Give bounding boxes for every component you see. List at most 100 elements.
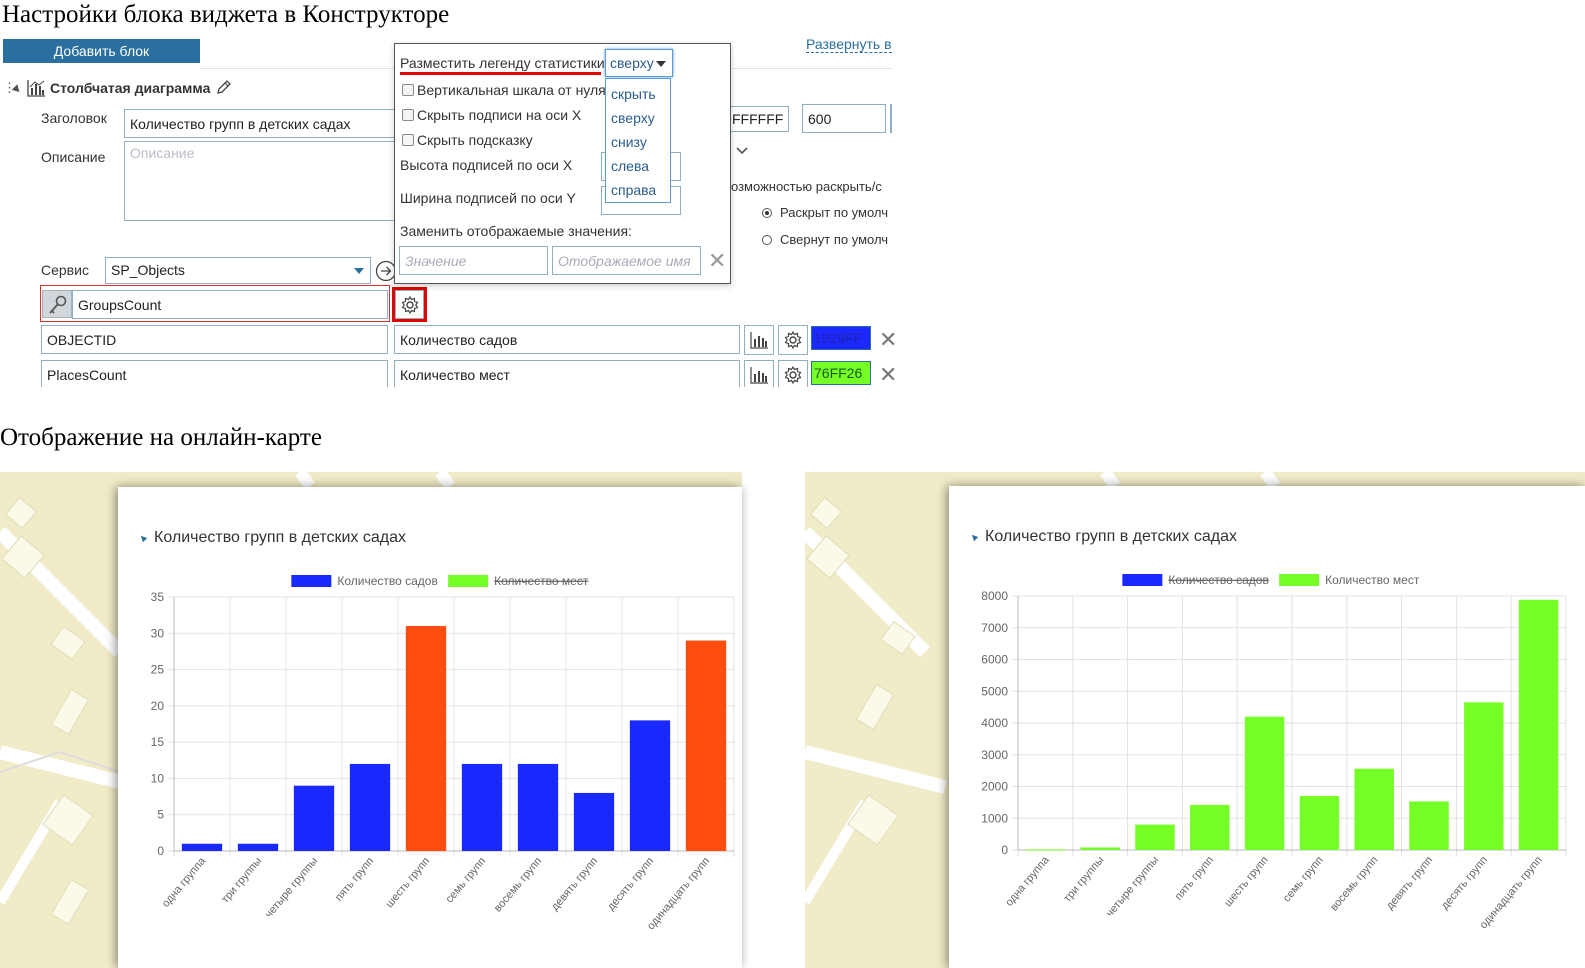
key-button[interactable] bbox=[42, 290, 72, 318]
color-input[interactable]: FFFFFF bbox=[729, 106, 789, 132]
gear-icon bbox=[784, 330, 802, 350]
input-edge bbox=[890, 104, 892, 133]
x-tick-label: одинадцать групп bbox=[645, 855, 712, 932]
radio-collapsed[interactable] bbox=[762, 235, 772, 245]
bar bbox=[405, 626, 447, 851]
key-icon bbox=[49, 295, 67, 314]
map-roads bbox=[0, 472, 455, 926]
y-tick-label: 5000 bbox=[981, 684, 1008, 698]
description-textarea[interactable]: Описание bbox=[124, 141, 396, 221]
red-underline bbox=[400, 72, 601, 75]
legend-label: Количество садов bbox=[337, 574, 438, 588]
x-tick-label: десять групп bbox=[605, 855, 656, 913]
clear-replacement-icon[interactable]: ✕ bbox=[708, 248, 727, 273]
y-tick-label: 35 bbox=[151, 590, 165, 604]
field-label-input[interactable]: Количество садов bbox=[394, 325, 740, 354]
field-label-input[interactable]: Количество мест bbox=[394, 360, 740, 389]
bar-chart-icon bbox=[27, 80, 45, 97]
bar bbox=[629, 720, 671, 851]
field-chart-button[interactable] bbox=[744, 325, 774, 355]
y-tick-label: 0 bbox=[157, 844, 164, 858]
title-label: Заголовок bbox=[41, 110, 107, 126]
remove-field-icon[interactable]: ✕ bbox=[879, 362, 898, 387]
legend-label: Количество мест bbox=[494, 574, 589, 588]
x-tick-label: девять групп bbox=[549, 855, 600, 913]
hide-tooltip-checkbox[interactable] bbox=[402, 134, 414, 146]
field-name-input[interactable]: OBJECTID bbox=[41, 325, 388, 354]
pencil-icon[interactable] bbox=[215, 78, 233, 96]
service-label: Сервис bbox=[41, 262, 89, 278]
key-settings-button[interactable] bbox=[395, 290, 424, 319]
legend-option[interactable]: справа bbox=[611, 182, 657, 198]
x-tick-label: семь групп bbox=[444, 855, 489, 905]
bar bbox=[1244, 716, 1285, 850]
radio-expanded-label: Раскрыт по умолч bbox=[780, 205, 888, 220]
collapse-triangle-icon[interactable] bbox=[969, 532, 979, 542]
collapse-option-text: озможностью раскрыть/с bbox=[731, 179, 882, 194]
drag-handle-icon[interactable]: ⋮ bbox=[3, 80, 16, 95]
x-tick-label: три группы bbox=[1062, 854, 1107, 904]
legend-selected-value: сверху bbox=[610, 55, 654, 71]
chart-title[interactable]: Количество групп в детских садах bbox=[969, 528, 1238, 546]
x-tick-label: семь групп bbox=[1281, 854, 1326, 904]
legend-swatch bbox=[1122, 574, 1163, 586]
field-color-swatch[interactable]: 76FF26 bbox=[811, 361, 871, 385]
field-color-swatch[interactable]: 1929FF bbox=[811, 326, 871, 350]
page-title: Настройки блока виджета в Конструкторе bbox=[2, 1, 450, 28]
chart-title-text: Количество групп в детских садах bbox=[154, 529, 407, 546]
hide-x-labels-checkbox[interactable] bbox=[402, 109, 414, 121]
gear-icon bbox=[784, 365, 802, 385]
y-tick-label: 4000 bbox=[981, 716, 1008, 730]
field-name-input[interactable]: PlacesCount bbox=[41, 360, 388, 389]
collapse-triangle-icon[interactable] bbox=[138, 533, 148, 543]
y-tick-label: 8000 bbox=[981, 589, 1008, 603]
legend-swatch bbox=[448, 575, 489, 587]
radio-collapsed-label: Свернут по умолч bbox=[780, 232, 889, 247]
legend-label: Количество садов bbox=[1168, 573, 1269, 587]
vertical-scale-checkbox[interactable] bbox=[402, 84, 414, 96]
field-settings-button[interactable] bbox=[778, 360, 808, 390]
legend-option[interactable]: слева bbox=[611, 158, 650, 174]
bar bbox=[237, 843, 279, 851]
x-tick-label: восемь групп bbox=[492, 855, 544, 914]
title-input[interactable]: Количество групп в детских садах bbox=[124, 109, 396, 138]
bar bbox=[517, 763, 559, 851]
bar bbox=[1190, 804, 1230, 850]
y-tick-label: 0 bbox=[1001, 843, 1008, 857]
replace-values-label: Заменить отображаемые значения: bbox=[400, 223, 632, 239]
key-field-highlight bbox=[40, 285, 390, 322]
radio-expanded[interactable] bbox=[762, 208, 772, 218]
chart-title[interactable]: Количество групп в детских садах bbox=[138, 529, 407, 547]
value-input[interactable]: Значение bbox=[399, 246, 548, 275]
chevron-down-icon[interactable] bbox=[735, 146, 749, 156]
legend-position-select[interactable]: сверху bbox=[605, 49, 673, 77]
y-tick-label: 1000 bbox=[981, 811, 1008, 825]
hide-x-labels-label: Скрыть подписи на оси X bbox=[417, 107, 582, 123]
section-title: Отображение на онлайн-карте bbox=[0, 424, 322, 451]
bar bbox=[1025, 849, 1066, 851]
display-name-input[interactable]: Отображаемое имя bbox=[552, 246, 701, 275]
expand-link[interactable]: Развернуть в bbox=[806, 36, 892, 53]
legend-options-list: скрыть сверху снизу слева справа bbox=[605, 78, 671, 203]
bar bbox=[461, 763, 503, 851]
x-tick-label: четыре группы bbox=[263, 855, 320, 920]
add-block-button[interactable]: Добавить блок bbox=[3, 39, 200, 63]
bar-chart-icon bbox=[750, 332, 768, 349]
legend-option[interactable]: скрыть bbox=[611, 86, 656, 102]
dropdown-arrow-icon bbox=[354, 268, 364, 274]
field-chart-button[interactable] bbox=[744, 360, 774, 390]
chart-title-text: Количество групп в детских садах bbox=[985, 528, 1238, 545]
remove-field-icon[interactable]: ✕ bbox=[879, 327, 898, 352]
key-field-input[interactable]: GroupsCount bbox=[72, 290, 388, 319]
x-tick-label: девять групп bbox=[1384, 854, 1435, 912]
legend-option[interactable]: снизу bbox=[611, 134, 647, 150]
bar bbox=[293, 785, 335, 851]
service-select[interactable]: SP_Objects bbox=[105, 257, 371, 284]
legend-option[interactable]: сверху bbox=[611, 110, 655, 126]
y-tick-label: 2000 bbox=[981, 780, 1008, 794]
block-name: Столбчатая диаграмма bbox=[50, 80, 211, 96]
bar bbox=[1518, 599, 1559, 850]
height-input[interactable]: 600 bbox=[802, 104, 886, 133]
bar bbox=[1464, 702, 1504, 850]
field-settings-button[interactable] bbox=[778, 325, 808, 355]
